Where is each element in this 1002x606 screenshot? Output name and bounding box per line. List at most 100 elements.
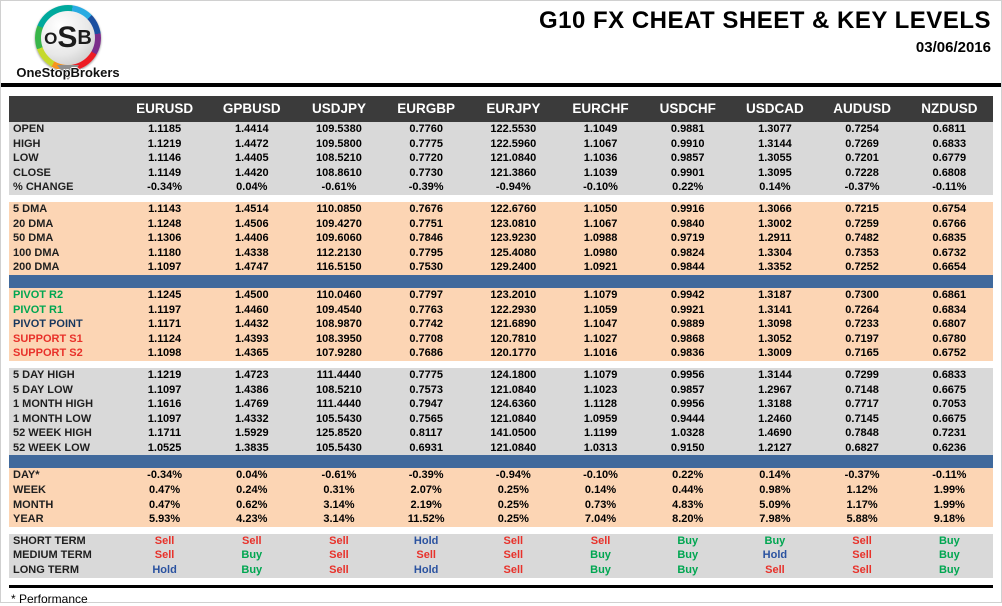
table-cell: 1.1027: [556, 331, 645, 347]
table-cell: Sell: [469, 533, 557, 549]
table-cell: 0.6675: [905, 411, 993, 427]
table-cell: 1.4332: [208, 411, 296, 427]
table-cell: 0.25%: [469, 512, 557, 527]
table-cell: 121.3860: [469, 165, 557, 181]
table-cell: 0.9910: [644, 136, 732, 152]
table-cell: -0.11%: [905, 468, 993, 484]
section-divider-bar: [9, 274, 993, 288]
table-cell: 122.6760: [469, 201, 557, 217]
table-cell: 1.1197: [121, 302, 209, 318]
table-cell: 121.0840: [469, 151, 557, 166]
table-row: 200 DMA 1.1097 1.4747 116.5150 0.7530 129.240…: [9, 260, 993, 275]
table-cell: 0.7299: [818, 367, 906, 383]
table-row: DAY* -0.34% 0.04% -0.61% -0.39% -0.94% -0.10% 0…: [9, 468, 993, 484]
table-row: SUPPORT S2 1.1098 1.4365 107.9280 0.7686 120.…: [9, 346, 993, 361]
table-cell: 1.3352: [731, 260, 819, 275]
table-cell: Sell: [295, 548, 383, 564]
table-cell: 0.8117: [382, 426, 470, 441]
table-cell: Hold: [382, 563, 470, 578]
table-cell: 1.3141: [731, 302, 819, 318]
table-cell: 0.7742: [382, 317, 470, 332]
table-cell: -0.34%: [121, 180, 209, 195]
table-cell: 11.52%: [382, 512, 470, 527]
table-row: WEEK 0.47% 0.24% 0.31% 2.07% 0.25% 0.14% 0.44% 0…: [9, 483, 993, 498]
table-cell: 0.7947: [382, 397, 470, 412]
table-row: LONG TERM Hold Buy Sell Hold Sell Buy Buy Sell Se…: [9, 563, 993, 578]
table-cell: 1.1711: [121, 426, 209, 441]
logo-pin-tip: [57, 65, 79, 80]
table-cell: 0.6833: [905, 136, 993, 152]
table-cell: 0.6754: [905, 201, 993, 217]
column-header-eurusd: EURUSD: [121, 96, 209, 122]
table-cell: 1.3009: [731, 346, 819, 361]
table-cell: 109.6060: [295, 231, 383, 246]
table-cell: 123.2010: [469, 287, 557, 303]
table-cell: 141.0500: [469, 426, 557, 441]
row-label: % CHANGE: [9, 180, 121, 195]
table-cell: 1.1616: [121, 397, 209, 412]
page-title: G10 FX CHEAT SHEET & KEY LEVELS: [538, 7, 991, 34]
table-cell: 0.9844: [644, 260, 732, 275]
table-cell: 1.4723: [208, 367, 296, 383]
table-cell: 1.0921: [556, 260, 645, 275]
table-cell: 0.6834: [905, 302, 993, 318]
table-row: PIVOT R2 1.1245 1.4500 110.0460 0.7797 123.20…: [9, 287, 993, 303]
table-cell: 124.6360: [469, 397, 557, 412]
table-cell: 1.1049: [556, 122, 645, 137]
table-cell: -0.10%: [556, 180, 645, 195]
table-cell: 0.9921: [644, 302, 732, 318]
section-gap: [9, 195, 993, 202]
table-cell: 0.9889: [644, 317, 732, 332]
table-cell: 0.22%: [644, 468, 732, 484]
row-label: 5 DMA: [9, 201, 121, 217]
table-cell: 0.47%: [121, 483, 209, 498]
table-cell: Buy: [644, 563, 732, 578]
table-cell: 0.6752: [905, 346, 993, 361]
table-cell: 0.7482: [818, 231, 906, 246]
table-cell: 1.1023: [556, 382, 645, 398]
table-cell: 1.2911: [731, 231, 819, 246]
table-cell: 0.7573: [382, 382, 470, 398]
table-cell: 108.8610: [295, 165, 383, 181]
table-cell: 0.7259: [818, 216, 906, 232]
table-cell: 1.99%: [905, 483, 993, 498]
row-label: WEEK: [9, 483, 121, 498]
footer-divider: [9, 584, 993, 588]
table-cell: 111.4440: [295, 397, 383, 412]
table-cell: 1.2460: [731, 411, 819, 427]
table-cell: 0.47%: [121, 497, 209, 513]
table-cell: 1.4747: [208, 260, 296, 275]
table-row: % CHANGE -0.34% 0.04% -0.61% -0.39% -0.94% -0.…: [9, 180, 993, 195]
table-cell: 0.6807: [905, 317, 993, 332]
table-cell: 5.09%: [731, 497, 819, 513]
row-label: MEDIUM TERM: [9, 548, 121, 564]
table-cell: 0.9901: [644, 165, 732, 181]
table-cell: 0.44%: [644, 483, 732, 498]
table-cell: 1.3055: [731, 151, 819, 166]
table-cell: 0.6931: [382, 440, 470, 456]
table-cell: 0.6766: [905, 216, 993, 232]
table-cell: 0.6808: [905, 165, 993, 181]
table-cell: 0.6811: [905, 122, 993, 137]
table-row: SHORT TERM Sell Sell Sell Hold Sell Sell Buy Buy…: [9, 533, 993, 549]
table-cell: 5.93%: [121, 512, 209, 527]
table-cell: 1.4393: [208, 331, 296, 347]
table-cell: 4.23%: [208, 512, 296, 527]
table-cell: 1.1146: [121, 151, 209, 166]
table-cell: 110.0850: [295, 201, 383, 217]
table-cell: 0.9956: [644, 397, 732, 412]
row-label: 1 MONTH HIGH: [9, 397, 121, 412]
row-label: 5 DAY LOW: [9, 382, 121, 398]
table-cell: 1.5929: [208, 426, 296, 441]
table-cell: 0.7775: [382, 136, 470, 152]
table-cell: 1.1047: [556, 317, 645, 332]
row-label: SHORT TERM: [9, 533, 121, 549]
column-header-gpbusd: GPBUSD: [208, 96, 296, 122]
table-cell: -0.11%: [905, 180, 993, 195]
table-cell: 0.7197: [818, 331, 906, 347]
table-cell: 1.1306: [121, 231, 209, 246]
table-cell: 0.6779: [905, 151, 993, 166]
table-cell: 109.5380: [295, 122, 383, 137]
row-label: LOW: [9, 151, 121, 166]
